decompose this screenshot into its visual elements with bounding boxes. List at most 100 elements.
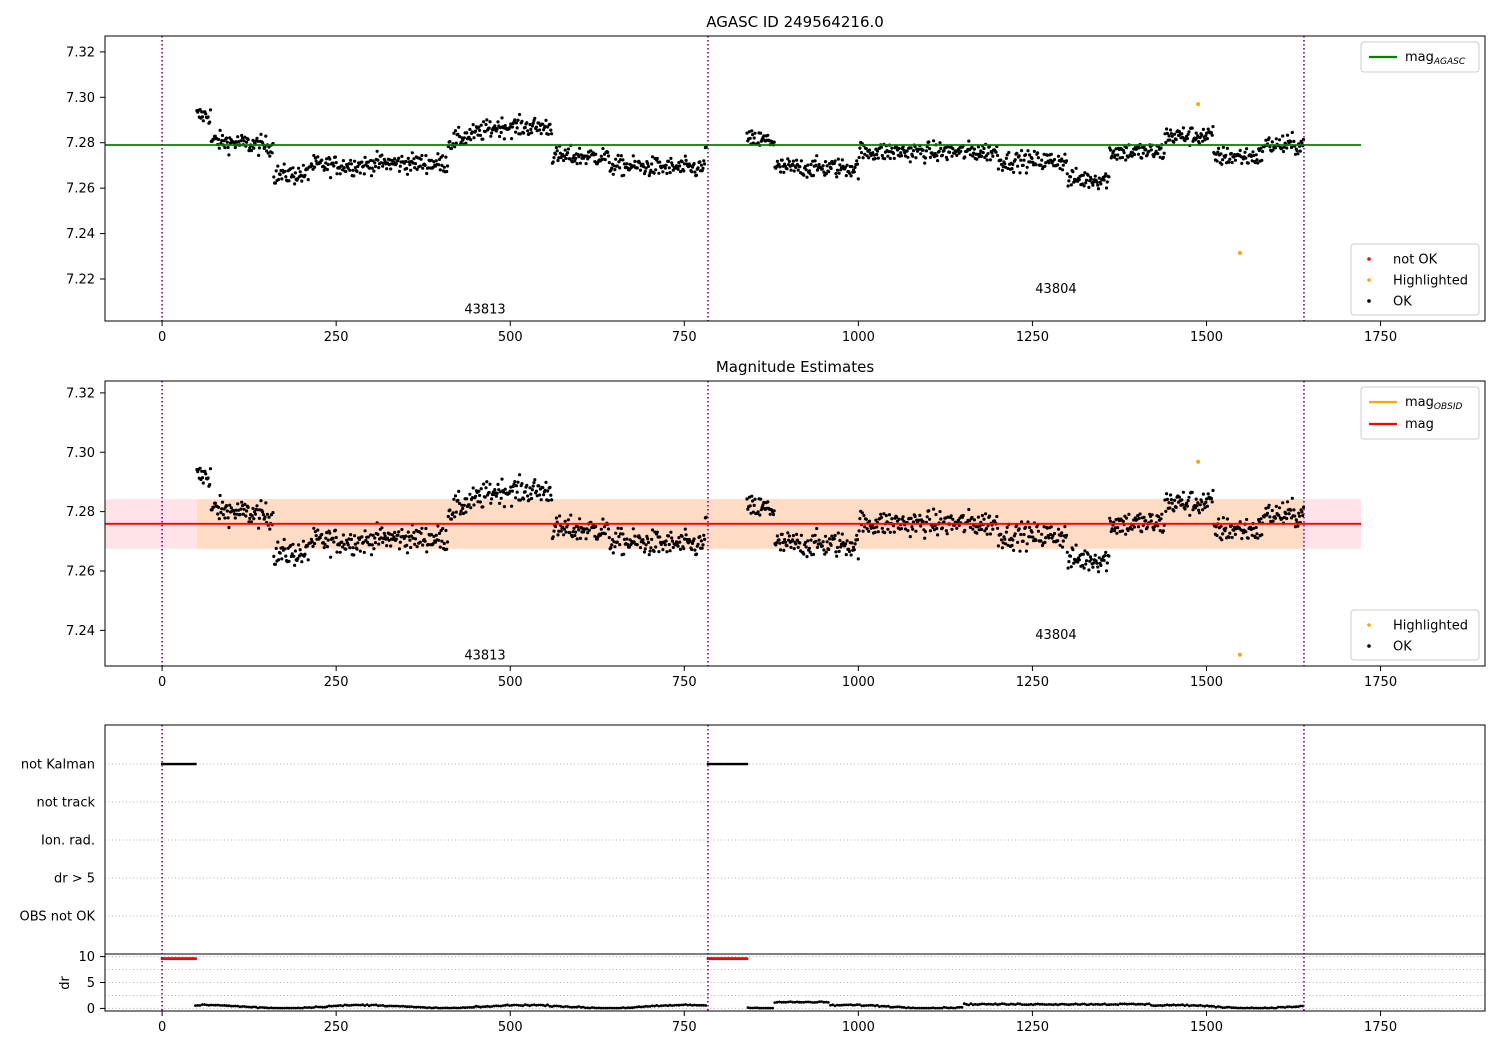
ok-point [291, 542, 295, 546]
ok-point [1215, 159, 1219, 163]
ok-point [796, 168, 800, 172]
ok-point [484, 486, 488, 490]
ok-point [1022, 158, 1026, 162]
ok-point [1206, 127, 1210, 131]
ok-point [1188, 513, 1192, 517]
ok-point [1273, 146, 1278, 150]
dr-point [1143, 1003, 1147, 1007]
ok-point [1142, 515, 1146, 520]
ok-point [895, 515, 899, 519]
ok-point [538, 128, 542, 132]
dr-point [1288, 1005, 1291, 1008]
ok-point [247, 520, 251, 524]
ok-point [856, 557, 860, 561]
ok-point [913, 514, 917, 519]
ok-point [664, 539, 668, 543]
ok-point [470, 496, 474, 500]
obsid-label: 43804 [1035, 628, 1076, 643]
ok-point [792, 547, 796, 551]
ok-point [654, 168, 658, 172]
ok-point [1224, 153, 1228, 157]
ok-point [888, 156, 892, 161]
ok-point [514, 121, 519, 125]
ok-point [208, 108, 213, 112]
ok-point [332, 540, 336, 544]
ok-point [785, 167, 789, 171]
ok-point [563, 519, 567, 523]
dr-point [332, 1004, 336, 1008]
ok-point [821, 164, 825, 168]
ok-point [644, 166, 648, 170]
ok-point [213, 501, 217, 505]
ok-point [245, 140, 249, 144]
ok-point [668, 171, 672, 175]
ok-point [602, 525, 607, 529]
ok-point [226, 145, 230, 150]
ok-point [1217, 517, 1221, 521]
ok-point [248, 146, 252, 150]
ok-point [251, 138, 255, 142]
ok-point [549, 128, 553, 132]
ok-point [239, 507, 243, 511]
ok-point [942, 520, 946, 524]
ok-point [661, 170, 665, 174]
ok-point [284, 554, 288, 558]
dr-point [550, 1005, 554, 1008]
ok-point [587, 528, 591, 532]
ok-point [482, 482, 486, 486]
ok-point [368, 543, 372, 547]
ok-point [1154, 149, 1158, 153]
ok-point [489, 501, 493, 505]
ok-point [1087, 185, 1091, 189]
ok-point [1060, 531, 1064, 535]
agasc-title: AGASC ID 249564216.0 [706, 13, 884, 31]
ok-point [584, 537, 588, 541]
ok-point [1256, 161, 1260, 165]
dr-point [762, 1006, 766, 1010]
ok-point [845, 539, 849, 543]
ok-point [1091, 183, 1095, 187]
dr-point [1058, 1003, 1062, 1006]
dr-point [461, 1006, 465, 1009]
ok-point [858, 517, 862, 521]
ok-point [1124, 158, 1128, 162]
dr-point [916, 1006, 919, 1010]
ok-point [1019, 158, 1023, 162]
ok-point [909, 516, 913, 521]
ok-point [694, 552, 699, 556]
dr-point [1031, 1003, 1035, 1007]
ok-point [1185, 136, 1189, 141]
ok-point [363, 529, 367, 533]
legend-dot-swatch [1367, 257, 1371, 261]
ok-point [791, 162, 795, 166]
ok-point [272, 175, 276, 179]
ok-point [1245, 517, 1249, 522]
ok-point [239, 139, 243, 143]
ok-point [1180, 498, 1184, 502]
ok-point [1030, 156, 1034, 160]
ok-point [217, 146, 221, 150]
ok-point [392, 535, 396, 539]
dr-point [960, 1005, 964, 1009]
ok-point [478, 493, 482, 497]
ok-point [305, 544, 309, 548]
ok-point [541, 486, 545, 490]
ok-point [914, 156, 918, 160]
dr-point [1161, 1004, 1164, 1008]
ok-point [1257, 148, 1261, 153]
ok-point [471, 123, 475, 127]
ok-point [1186, 499, 1190, 503]
ok-point [356, 164, 360, 169]
ok-point [1162, 151, 1166, 155]
dr-point [443, 1006, 447, 1010]
ok-point [635, 166, 639, 170]
ok-point [264, 501, 268, 505]
ok-point [326, 162, 330, 167]
dr-point [1248, 1006, 1251, 1010]
dr-point [1263, 1006, 1267, 1010]
dr-point [791, 1000, 794, 1004]
dr-point [381, 1004, 385, 1007]
ok-point [264, 134, 268, 138]
ok-point [1104, 186, 1109, 190]
